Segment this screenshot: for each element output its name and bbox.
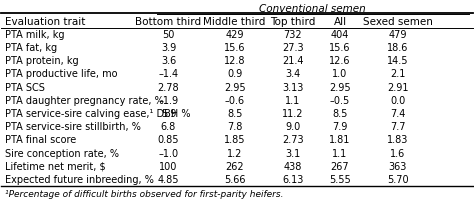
Text: 7.8: 7.8 — [227, 122, 242, 132]
Text: 1.1: 1.1 — [285, 95, 301, 105]
Text: 479: 479 — [388, 30, 407, 40]
Text: 363: 363 — [389, 161, 407, 171]
Text: 5.66: 5.66 — [224, 174, 246, 184]
Text: Conventional semen: Conventional semen — [259, 4, 366, 14]
Text: PTA service-sire calving ease,¹ DBH %: PTA service-sire calving ease,¹ DBH % — [5, 108, 191, 118]
Text: 1.85: 1.85 — [224, 135, 246, 145]
Text: Sire conception rate, %: Sire conception rate, % — [5, 148, 119, 158]
Text: PTA service-sire stillbirth, %: PTA service-sire stillbirth, % — [5, 122, 141, 132]
Text: Top third: Top third — [270, 17, 316, 27]
Text: 9.0: 9.0 — [285, 122, 301, 132]
Text: ¹Percentage of difficult births observed for first-parity heifers.: ¹Percentage of difficult births observed… — [5, 189, 284, 198]
Text: 267: 267 — [331, 161, 349, 171]
Text: 3.1: 3.1 — [285, 148, 301, 158]
Text: 7.4: 7.4 — [390, 108, 405, 118]
Text: 262: 262 — [225, 161, 244, 171]
Text: –0.6: –0.6 — [225, 95, 245, 105]
Text: 0.9: 0.9 — [227, 69, 242, 79]
Text: –0.5: –0.5 — [330, 95, 350, 105]
Text: Sexed semen: Sexed semen — [363, 17, 433, 27]
Text: 732: 732 — [283, 30, 302, 40]
Text: 5.9: 5.9 — [161, 108, 176, 118]
Text: 15.6: 15.6 — [329, 43, 351, 53]
Text: 15.6: 15.6 — [224, 43, 246, 53]
Text: 1.6: 1.6 — [390, 148, 405, 158]
Text: 21.4: 21.4 — [282, 56, 303, 66]
Text: 2.73: 2.73 — [282, 135, 303, 145]
Text: 1.81: 1.81 — [329, 135, 351, 145]
Text: 5.70: 5.70 — [387, 174, 409, 184]
Text: 18.6: 18.6 — [387, 43, 409, 53]
Text: All: All — [334, 17, 346, 27]
Text: 6.13: 6.13 — [282, 174, 303, 184]
Text: 404: 404 — [331, 30, 349, 40]
Text: 6.8: 6.8 — [161, 122, 176, 132]
Text: 50: 50 — [162, 30, 174, 40]
Text: 438: 438 — [283, 161, 302, 171]
Text: Middle third: Middle third — [203, 17, 266, 27]
Text: 429: 429 — [225, 30, 244, 40]
Text: –1.4: –1.4 — [158, 69, 179, 79]
Text: 2.91: 2.91 — [387, 82, 409, 92]
Text: 1.2: 1.2 — [227, 148, 242, 158]
Text: –1.9: –1.9 — [158, 95, 179, 105]
Text: 2.1: 2.1 — [390, 69, 405, 79]
Text: PTA SCS: PTA SCS — [5, 82, 46, 92]
Text: PTA milk, kg: PTA milk, kg — [5, 30, 65, 40]
Text: 3.6: 3.6 — [161, 56, 176, 66]
Text: 3.13: 3.13 — [282, 82, 303, 92]
Text: 1.0: 1.0 — [332, 69, 347, 79]
Text: 14.5: 14.5 — [387, 56, 409, 66]
Text: 100: 100 — [159, 161, 178, 171]
Text: 7.9: 7.9 — [332, 122, 348, 132]
Text: PTA daughter pregnancy rate, %: PTA daughter pregnancy rate, % — [5, 95, 164, 105]
Text: Lifetime net merit, $: Lifetime net merit, $ — [5, 161, 106, 171]
Text: 2.78: 2.78 — [158, 82, 179, 92]
Text: 8.5: 8.5 — [227, 108, 242, 118]
Text: 0.0: 0.0 — [390, 95, 405, 105]
Text: PTA protein, kg: PTA protein, kg — [5, 56, 79, 66]
Text: 8.5: 8.5 — [332, 108, 348, 118]
Text: 2.95: 2.95 — [329, 82, 351, 92]
Text: 3.9: 3.9 — [161, 43, 176, 53]
Text: –1.0: –1.0 — [158, 148, 179, 158]
Text: 2.95: 2.95 — [224, 82, 246, 92]
Text: 12.8: 12.8 — [224, 56, 246, 66]
Text: Evaluation trait: Evaluation trait — [5, 17, 86, 27]
Text: 5.55: 5.55 — [329, 174, 351, 184]
Text: Expected future inbreeding, %: Expected future inbreeding, % — [5, 174, 155, 184]
Text: 0.85: 0.85 — [158, 135, 179, 145]
Text: 3.4: 3.4 — [285, 69, 301, 79]
Text: 27.3: 27.3 — [282, 43, 303, 53]
Text: Bottom third: Bottom third — [136, 17, 201, 27]
Text: 1.83: 1.83 — [387, 135, 409, 145]
Text: PTA final score: PTA final score — [5, 135, 77, 145]
Text: PTA fat, kg: PTA fat, kg — [5, 43, 57, 53]
Text: 1.1: 1.1 — [332, 148, 347, 158]
Text: 12.6: 12.6 — [329, 56, 351, 66]
Text: PTA productive life, mo: PTA productive life, mo — [5, 69, 118, 79]
Text: 4.85: 4.85 — [158, 174, 179, 184]
Text: 11.2: 11.2 — [282, 108, 303, 118]
Text: 7.7: 7.7 — [390, 122, 405, 132]
